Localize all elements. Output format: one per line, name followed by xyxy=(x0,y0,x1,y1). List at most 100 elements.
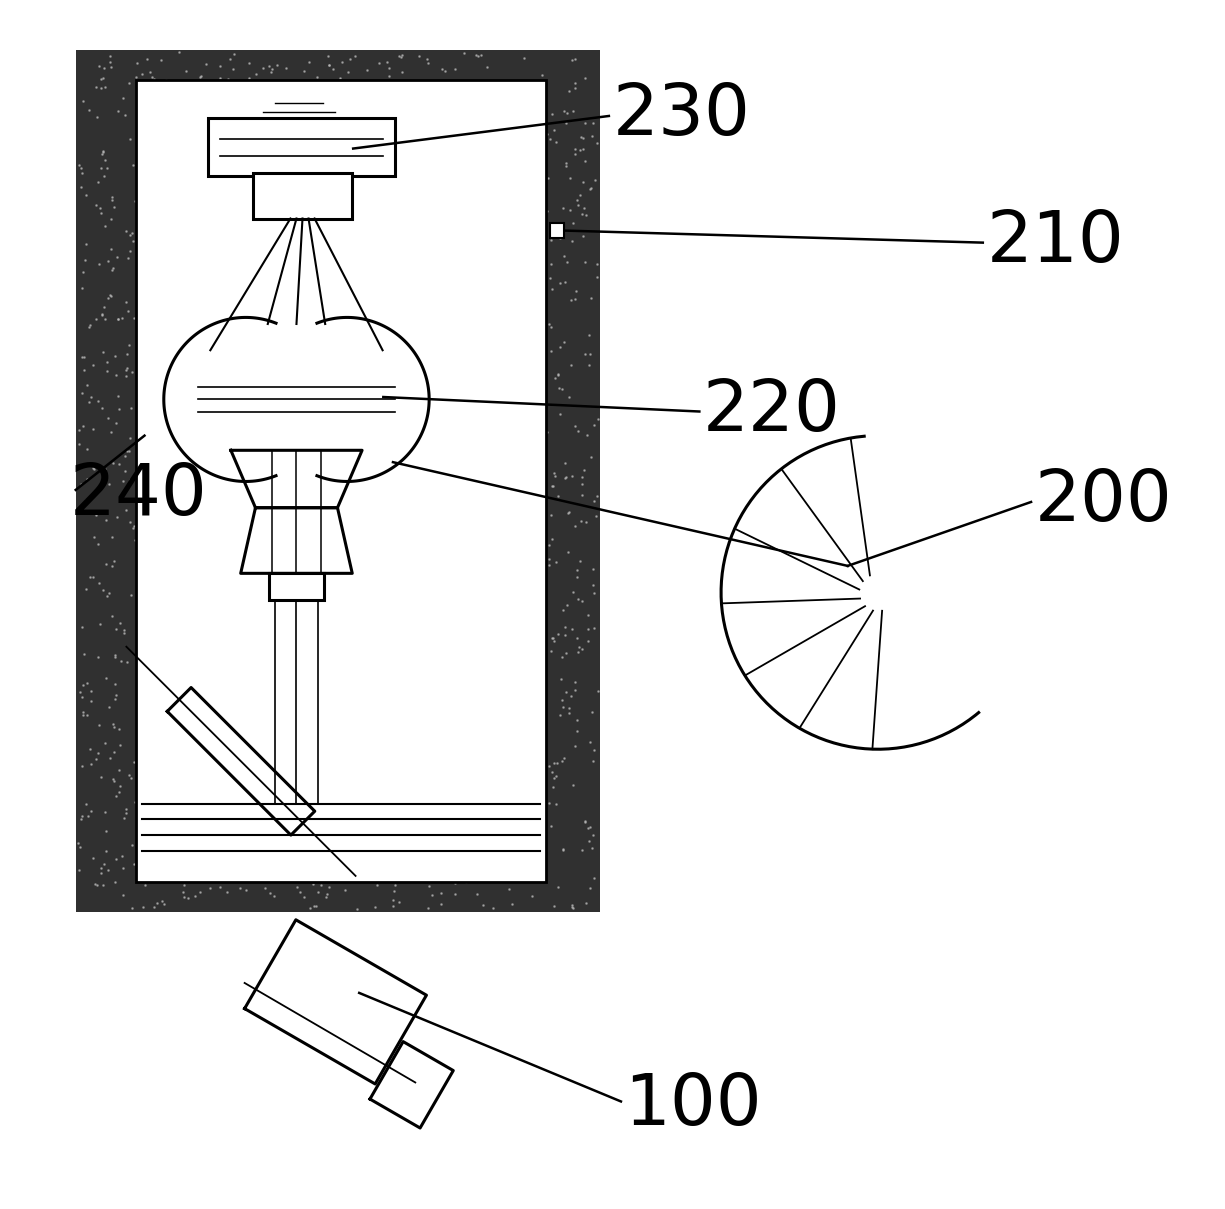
Point xyxy=(102,287,121,306)
Point xyxy=(258,57,278,76)
Point xyxy=(104,346,124,365)
Point xyxy=(539,757,559,776)
Point xyxy=(209,878,229,897)
Point xyxy=(587,507,606,526)
Point xyxy=(390,892,409,912)
Point xyxy=(71,682,91,701)
Bar xyxy=(268,573,325,600)
Point xyxy=(582,178,601,197)
Point xyxy=(85,459,104,479)
Point xyxy=(556,156,576,175)
Point xyxy=(100,239,120,259)
Text: 100: 100 xyxy=(625,1071,762,1140)
Point xyxy=(552,751,572,770)
Point xyxy=(72,806,92,826)
Point xyxy=(565,74,584,93)
Point xyxy=(543,279,562,299)
Point xyxy=(578,619,598,638)
Point xyxy=(113,885,132,904)
Point xyxy=(546,553,566,572)
Point xyxy=(583,559,603,578)
Point xyxy=(555,102,575,121)
Point xyxy=(121,398,141,417)
Point xyxy=(115,366,135,386)
Point xyxy=(556,618,576,637)
Point xyxy=(317,885,337,904)
Point xyxy=(454,44,474,63)
Point xyxy=(120,242,140,261)
Point xyxy=(99,475,119,494)
Point xyxy=(81,802,100,821)
Point xyxy=(546,794,566,814)
Point xyxy=(261,62,281,81)
Point xyxy=(137,48,157,68)
Point xyxy=(86,482,105,502)
Point xyxy=(581,179,600,198)
Point xyxy=(474,896,494,915)
Point xyxy=(560,502,579,521)
Point xyxy=(81,568,100,588)
Point xyxy=(581,733,600,752)
Point xyxy=(365,897,385,916)
Point xyxy=(578,604,598,624)
Point xyxy=(93,141,113,161)
Point xyxy=(96,510,115,530)
Point xyxy=(541,318,561,337)
Point xyxy=(544,629,564,648)
Point xyxy=(140,62,159,81)
Point xyxy=(500,879,519,898)
Point xyxy=(85,874,104,893)
Point xyxy=(236,881,256,901)
Point xyxy=(562,895,582,914)
Point xyxy=(76,579,96,598)
Point xyxy=(333,52,353,71)
Point xyxy=(135,875,154,895)
Point xyxy=(110,614,130,634)
Point xyxy=(254,58,273,77)
Point xyxy=(567,711,587,730)
Point xyxy=(104,771,124,791)
Point xyxy=(552,380,572,399)
Point xyxy=(81,690,100,710)
Point xyxy=(96,77,115,97)
Point xyxy=(562,583,582,602)
Point xyxy=(377,52,397,71)
Point xyxy=(584,618,604,637)
Point xyxy=(91,198,110,218)
Point xyxy=(110,776,130,796)
Point xyxy=(570,185,589,204)
Point xyxy=(380,65,399,85)
Point xyxy=(105,786,125,805)
Point xyxy=(217,883,236,902)
Point xyxy=(570,140,589,160)
Point xyxy=(532,65,551,85)
Point xyxy=(575,69,594,88)
Point xyxy=(548,366,567,386)
Point xyxy=(578,818,598,838)
Point xyxy=(94,855,114,874)
Point xyxy=(96,667,115,687)
Point xyxy=(134,897,153,916)
Point xyxy=(576,253,595,272)
Point xyxy=(262,59,282,79)
Point xyxy=(74,262,93,282)
Point xyxy=(564,776,583,796)
Point xyxy=(200,878,219,897)
Point xyxy=(88,172,108,191)
Point xyxy=(89,573,109,592)
Point xyxy=(575,812,594,832)
Point xyxy=(83,848,103,867)
Point xyxy=(174,887,194,907)
Point xyxy=(87,310,107,329)
Point xyxy=(557,503,577,522)
Point xyxy=(104,197,124,216)
Point xyxy=(311,875,331,895)
Point xyxy=(575,198,594,218)
Point xyxy=(392,46,412,65)
Point xyxy=(92,768,111,787)
Point xyxy=(573,226,593,245)
Point xyxy=(392,47,412,66)
Point xyxy=(93,305,113,324)
Point xyxy=(211,57,230,76)
Point xyxy=(554,839,573,858)
